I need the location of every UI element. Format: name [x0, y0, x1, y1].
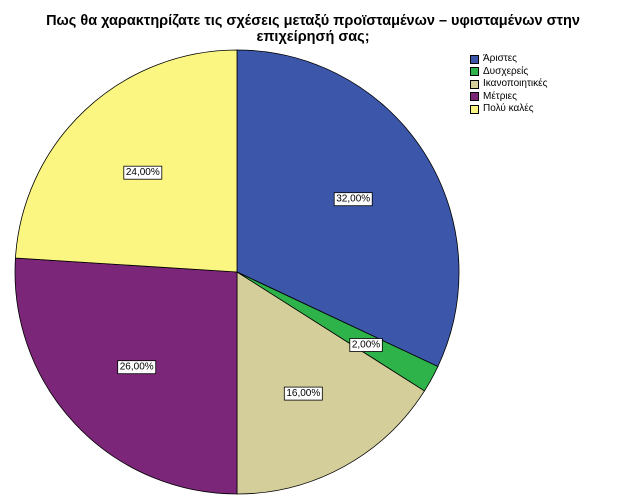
data-label-text: 32,00% [336, 194, 370, 205]
data-label-box [283, 386, 323, 401]
data-label-box [117, 360, 157, 375]
legend-swatch [470, 67, 479, 77]
chart-title-line-2: επιχείρησή σας; [256, 29, 370, 45]
legend-swatch [470, 79, 479, 89]
pie-slices [14, 49, 460, 495]
legend-label: Μέτριες [483, 90, 517, 102]
legend: Άριστες Δυσχερείς Ικανοποιητικές Μέτριες… [470, 53, 547, 116]
legend-item: Άριστες [470, 53, 547, 66]
data-label: 26,00% [117, 360, 157, 375]
legend-label: Δυσχερείς [483, 65, 529, 77]
data-label-text: 2,00% [352, 340, 380, 351]
legend-label: Άριστες [483, 53, 517, 64]
chart-title-line-1: Πως θα χαρακτηρίζατε τις σχέσεις μεταξύ … [46, 13, 580, 29]
data-label-text: 16,00% [286, 388, 320, 399]
data-label: 2,00% [349, 338, 383, 352]
data-label-box [349, 338, 383, 352]
data-label: 16,00% [283, 386, 323, 401]
data-label-box [333, 192, 373, 207]
legend-item: Πολύ καλές [470, 103, 547, 116]
pie-slice [14, 257, 238, 495]
legend-item: Μέτριες [470, 91, 547, 104]
pie-slice [236, 49, 460, 368]
data-label-text: 24,00% [126, 167, 160, 178]
legend-swatch [470, 104, 479, 114]
data-label-text: 26,00% [120, 362, 154, 373]
data-label-box [123, 165, 163, 180]
legend-item: Ικανοποιητικές [470, 78, 547, 91]
legend-swatch [470, 92, 479, 102]
legend-item: Δυσχερείς [470, 66, 547, 79]
data-label: 32,00% [333, 192, 373, 207]
legend-label: Ικανοποιητικές [483, 78, 548, 89]
pie-data-labels: 32,00% 2,00% 16,00% 26,00% 24,00% [117, 165, 383, 401]
pie-slice [236, 271, 425, 495]
legend-label: Πολύ καλές [483, 103, 534, 114]
legend-swatch [470, 54, 479, 64]
chart-title: Πως θα χαρακτηρίζατε τις σχέσεις μεταξύ … [0, 13, 626, 45]
data-label: 24,00% [123, 165, 163, 180]
pie-slice [15, 49, 238, 273]
